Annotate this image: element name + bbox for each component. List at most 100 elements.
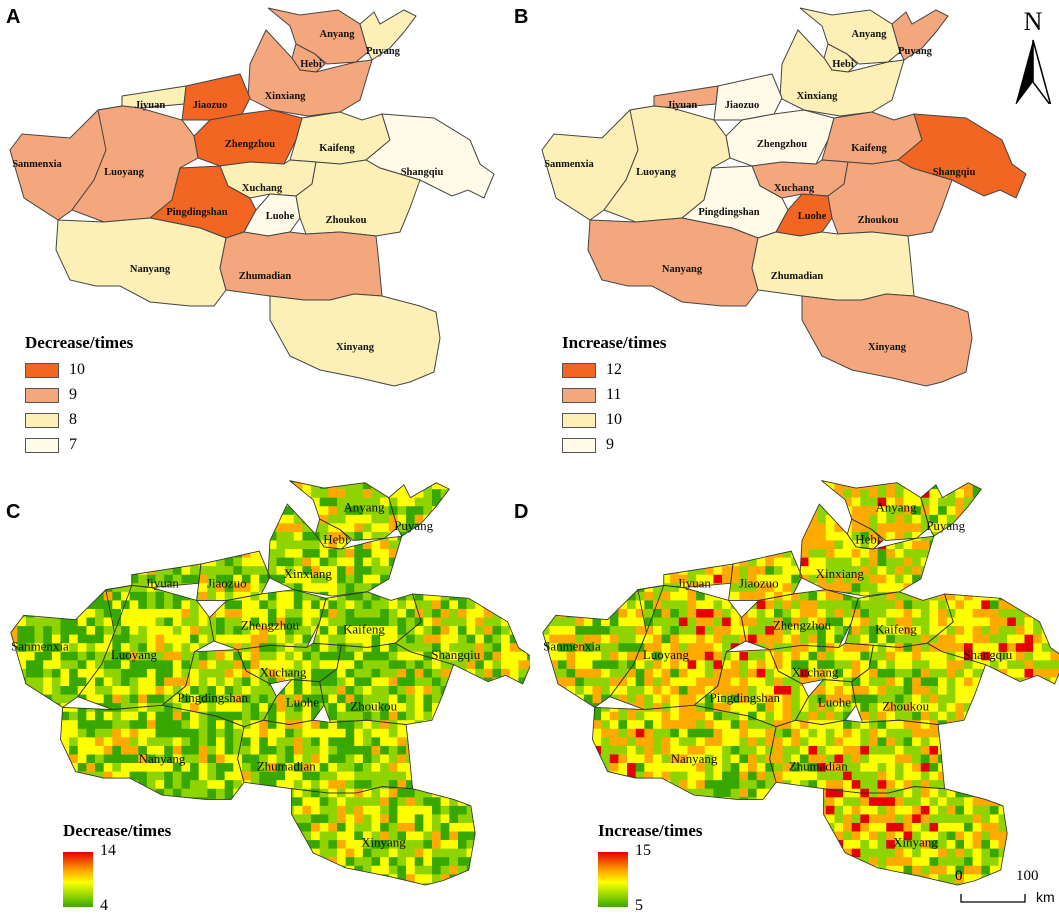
region-jiaozuo — [181, 73, 251, 121]
region-label-jiyuan: Jiyuan — [145, 577, 179, 591]
legend-entry: 10 — [562, 411, 622, 429]
region-label-zhumadian: Zhumadian — [789, 760, 849, 774]
region-label-luoyang: Luoyang — [104, 167, 144, 178]
region-label-zhoukou: Zhoukou — [858, 215, 899, 226]
region-label-pingdingshan: Pingdingshan — [698, 207, 759, 218]
region-label-jiaozuo: Jiaozuo — [207, 577, 247, 591]
region-label-pingdingshan: Pingdingshan — [166, 207, 227, 218]
panel-a: A Anyang Puyang Hebi Xinxiang Jiyuan Jiaozuo Z… — [0, 0, 530, 460]
legend-entry: 7 — [25, 436, 77, 454]
region-label-nanyang: Nanyang — [662, 264, 703, 275]
legend-swatch — [562, 362, 596, 378]
region-label-nanyang: Nanyang — [671, 752, 718, 766]
legend-label: 10 — [606, 411, 622, 428]
color-ramp — [63, 852, 93, 907]
region-xinxiang — [799, 503, 935, 597]
region-zhoukou — [851, 642, 987, 725]
region-xinyang — [801, 293, 973, 387]
legend-swatch — [562, 412, 596, 428]
legend-entry: 8 — [25, 411, 77, 429]
legend-title: Decrease/times — [25, 333, 134, 352]
region-zhoukou — [827, 159, 953, 237]
region-label-zhoukou: Zhoukou — [882, 700, 929, 714]
legend-swatch — [25, 412, 59, 428]
region-label-puyang: Puyang — [898, 46, 933, 57]
raster-map-decrease: Anyang Puyang Hebi Xinxiang Jiyuan Jiaozuo Zhe… — [10, 480, 530, 886]
legend-title: Decrease/times — [63, 821, 172, 840]
legend-entry: 12 — [562, 361, 622, 379]
north-arrow-icon: N — [1015, 7, 1052, 104]
color-ramp — [598, 852, 628, 907]
region-xinxiang — [267, 503, 403, 597]
region-label-xinxiang: Xinxiang — [265, 91, 307, 102]
raster-map-increase: Anyang Puyang Hebi Xinxiang Jiyuan Jiaozuo Zhe… — [542, 480, 1059, 886]
legend-title: Increase/times — [598, 821, 703, 840]
scale-unit-label: km — [1036, 889, 1055, 905]
region-label-sanmenxia: Sanmenxia — [11, 640, 69, 654]
region-label-xinxiang: Xinxiang — [284, 567, 333, 581]
ramp-max-label: 14 — [100, 842, 116, 859]
region-label-nanyang: Nanyang — [139, 752, 186, 766]
region-label-sanmenxia: Sanmenxia — [12, 159, 62, 170]
region-nanyang — [60, 704, 245, 800]
panel-c: C Anyang Puyang Hebi Xinxiang Jiyuan Jiaozuo Z… — [0, 460, 530, 916]
region-label-shangqiu: Shangqiu — [963, 648, 1012, 662]
region-label-xinxiang: Xinxiang — [816, 567, 865, 581]
region-zhumadian — [751, 231, 915, 301]
scale-end-label: 100 — [1016, 868, 1039, 884]
legend-title: Increase/times — [562, 333, 667, 352]
region-label-jiyuan: Jiyuan — [677, 577, 711, 591]
region-puyang — [920, 482, 982, 537]
region-puyang — [388, 482, 450, 537]
region-zhumadian — [219, 231, 383, 301]
region-label-nanyang: Nanyang — [130, 264, 171, 275]
region-label-zhengzhou: Zhengzhou — [773, 618, 832, 632]
region-label-puyang: Puyang — [926, 519, 965, 533]
region-label-kaifeng: Kaifeng — [875, 623, 917, 637]
choropleth-map-increase: Anyang Puyang Hebi Xinxiang Jiyuan Jiaozuo Zhe… — [541, 7, 1027, 387]
region-xinyang — [823, 786, 1008, 886]
region-label-jiyuan: Jiyuan — [135, 100, 166, 111]
ramp-max-label: 15 — [635, 842, 651, 859]
region-label-xinyang: Xinyang — [868, 342, 907, 353]
region-label-jiaozuo: Jiaozuo — [725, 100, 759, 111]
region-jiyuan — [131, 563, 202, 588]
region-nanyang — [587, 217, 759, 307]
region-label-anyang: Anyang — [875, 501, 917, 515]
ramp-min-label: 5 — [635, 897, 643, 914]
region-label-anyang: Anyang — [343, 501, 385, 515]
scale-start-label: 0 — [955, 868, 963, 884]
region-label-kaifeng: Kaifeng — [851, 143, 887, 154]
region-label-shangqiu: Shangqiu — [401, 167, 444, 178]
panel-b: B Anyang Puyang Hebi Xinxiang Jiyuan Jiaozuo Z… — [514, 0, 1059, 460]
region-label-sanmenxia: Sanmenxia — [544, 159, 594, 170]
region-label-luohe: Luohe — [798, 211, 827, 222]
legend-label: 12 — [606, 361, 622, 378]
region-label-shangqiu: Shangqiu — [431, 648, 480, 662]
region-label-zhengzhou: Zhengzhou — [757, 139, 807, 150]
region-label-luoyang: Luoyang — [111, 648, 158, 662]
region-label-xuchang: Xuchang — [260, 665, 307, 679]
ramp-min-label: 4 — [100, 897, 108, 914]
region-zhoukou — [295, 159, 421, 237]
legend-swatch — [562, 437, 596, 453]
region-label-luoyang: Luoyang — [636, 167, 676, 178]
region-label-hebi: Hebi — [300, 59, 322, 70]
region-label-luohe: Luohe — [266, 211, 295, 222]
region-label-shangqiu: Shangqiu — [933, 167, 976, 178]
region-puyang — [359, 9, 417, 61]
panel-label-b: B — [514, 6, 529, 28]
choropleth-map-decrease: Anyang Puyang Hebi Xinxiang Jiyuan Jiaozuo Zhe… — [9, 7, 495, 387]
region-label-anyang: Anyang — [851, 29, 887, 40]
region-label-jiaozuo: Jiaozuo — [739, 577, 779, 591]
region-label-hebi: Hebi — [832, 59, 854, 70]
legend-entry: 10 — [25, 361, 85, 379]
north-label: N — [1024, 7, 1043, 36]
region-zhoukou — [319, 642, 455, 725]
region-label-kaifeng: Kaifeng — [343, 623, 385, 637]
legend-label: 10 — [69, 361, 85, 378]
region-label-xuchang: Xuchang — [242, 183, 283, 194]
panel-d: D Anyang Puyang Hebi Xinxiang Jiyuan Jiaozuo Z… — [514, 460, 1059, 916]
region-label-zhoukou: Zhoukou — [326, 215, 367, 226]
region-label-jiyuan: Jiyuan — [667, 100, 698, 111]
